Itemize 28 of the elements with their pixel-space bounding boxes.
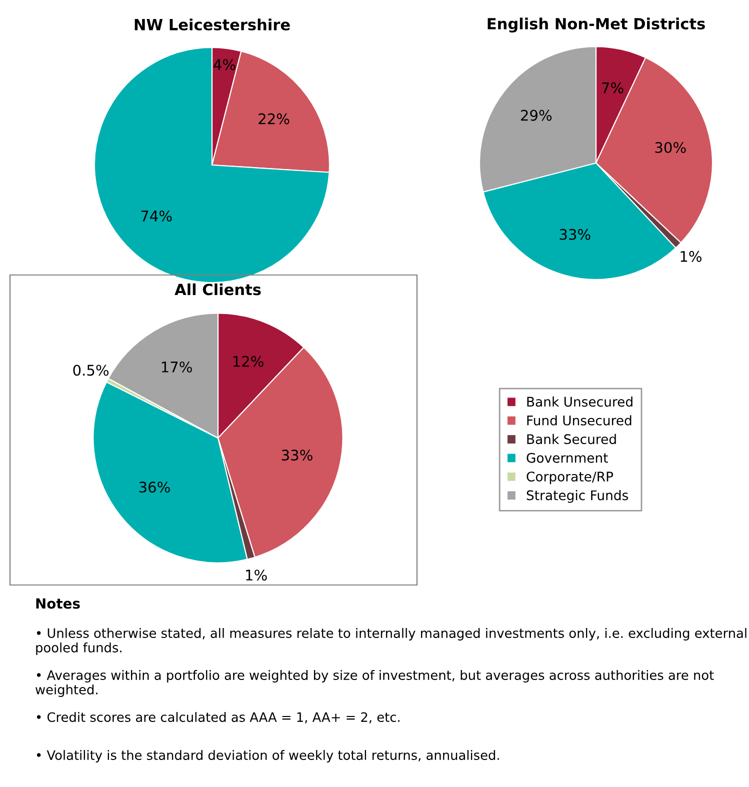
text: • Credit scores are calculated as AAA = 1, AA+ = 2, etc. [36,712,400,724]
chart-title: NW Leicestershire [134,18,290,30]
data-label: 7% [602,82,624,94]
data-label: 22% [258,113,290,124]
data-label: 74% [141,210,172,222]
chart-title: English Non-Met Districts [488,18,705,33]
legend-label: Bank Secured [527,434,616,444]
chart-title: All Clients [174,283,261,296]
data-label: 33% [282,450,312,461]
text: Notes [36,598,80,609]
text: • Volatility is the standard deviation of weekly total returns, annualised. [36,750,499,762]
data-label: 12% [233,356,264,367]
text: • Unless otherwise stated, all measures relate to internally managed investments only, i.e. excluding external pooled funds. [36,628,746,655]
legend-label: Fund Unsecured [527,415,632,426]
data-label: 30% [655,142,686,154]
data-label: 1% [246,570,267,581]
data-label: 4% [214,59,236,70]
legend-label: Bank Unsecured [527,396,632,407]
data-label: 36% [139,482,170,493]
data-label: 1% [680,250,702,262]
text: • Averages within a portfolio are weighted by size of investment, but averages across authorities are not weighted. [36,670,714,697]
data-label: 29% [521,110,552,121]
legend-label: Government [526,452,608,463]
data-label: 17% [162,361,192,373]
data-label: 33% [560,228,590,240]
legend-label: Corporate/RP [526,472,614,484]
legend-label: Strategic Funds [526,490,628,503]
data-label: 0.5% [73,364,109,376]
